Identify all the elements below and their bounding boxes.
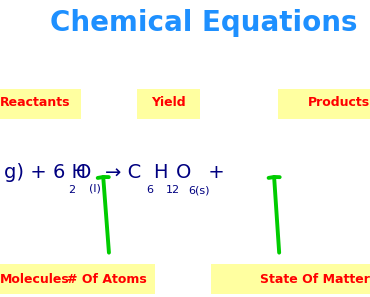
Text: g) + 6 H: g) + 6 H (4, 163, 86, 182)
Text: Reactants: Reactants (0, 96, 71, 109)
Text: # Of Atoms: # Of Atoms (67, 273, 147, 286)
FancyBboxPatch shape (278, 89, 370, 119)
Text: Products: Products (308, 96, 370, 109)
Text: Chemical Equations: Chemical Equations (50, 9, 357, 37)
FancyBboxPatch shape (0, 264, 74, 294)
Text: 12: 12 (166, 185, 180, 195)
Text: 6(s): 6(s) (188, 185, 209, 195)
Text: O: O (176, 163, 191, 182)
Text: → C: → C (105, 163, 142, 182)
Text: Yield: Yield (151, 96, 186, 109)
FancyBboxPatch shape (211, 264, 370, 294)
FancyBboxPatch shape (137, 89, 200, 119)
Text: (l): (l) (89, 184, 101, 194)
Text: 2: 2 (68, 185, 75, 195)
Text: +: + (202, 163, 224, 182)
Text: Molecules: Molecules (0, 273, 70, 286)
FancyBboxPatch shape (0, 89, 81, 119)
Text: 6: 6 (146, 185, 153, 195)
Text: H: H (154, 163, 168, 182)
Text: State Of Matter: State Of Matter (260, 273, 370, 286)
Text: O: O (76, 163, 91, 182)
FancyBboxPatch shape (59, 264, 155, 294)
